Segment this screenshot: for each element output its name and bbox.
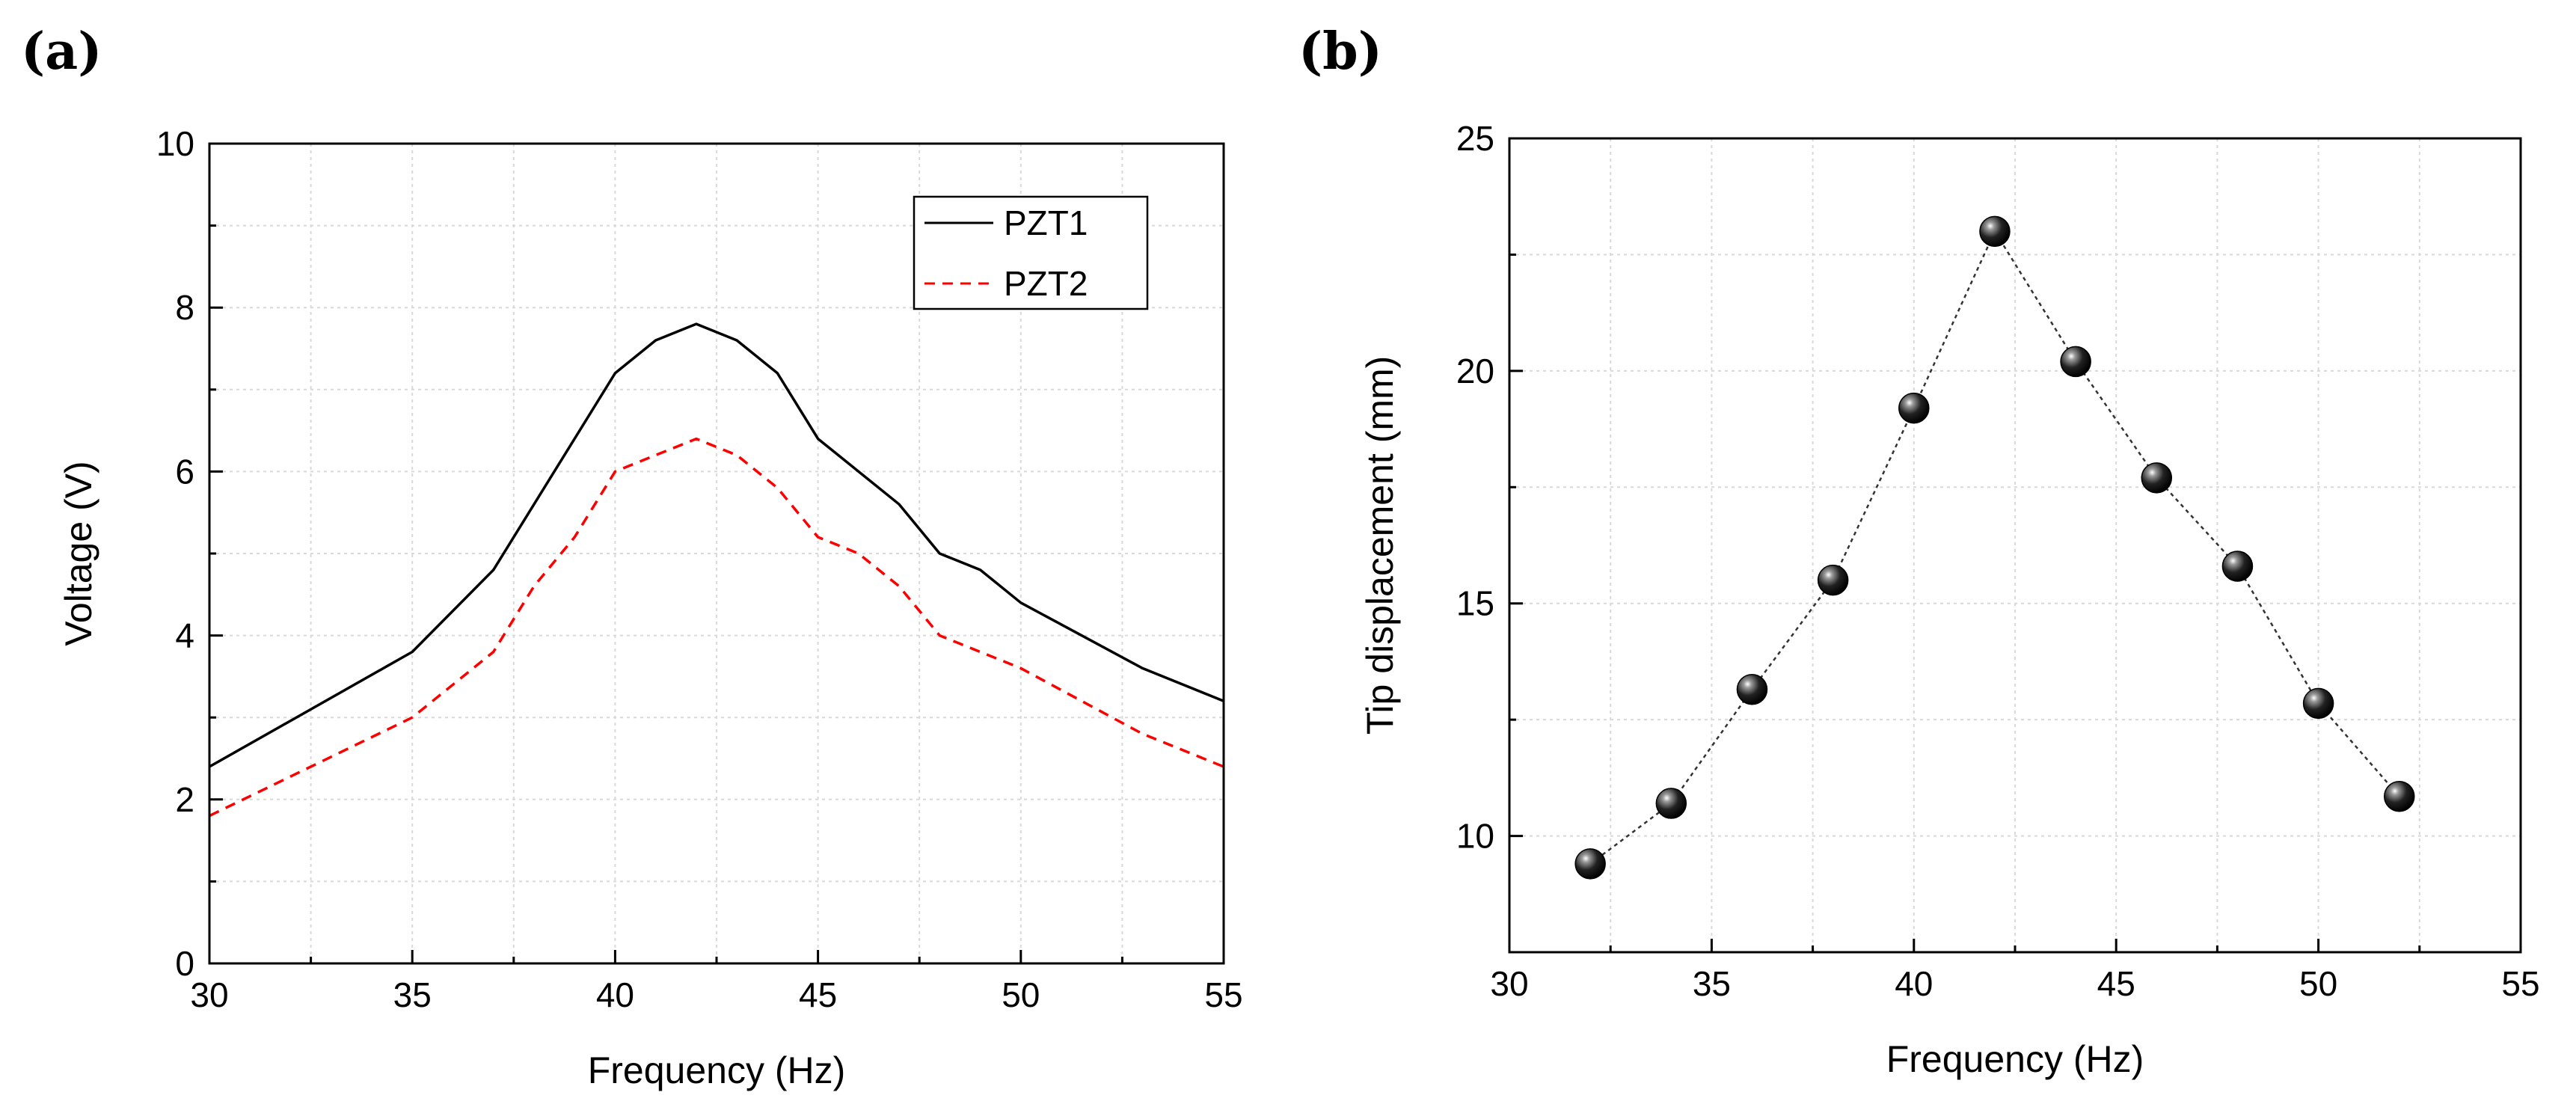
y-tick-label: 4 <box>175 616 194 655</box>
series-connector-line <box>1589 229 2400 865</box>
panel-b-y-axis-title: Tip displacement (mm) <box>1359 356 1401 735</box>
data-point <box>2221 551 2254 582</box>
data-point <box>1655 788 1687 819</box>
data-point <box>1574 848 1606 880</box>
y-tick-label: 8 <box>175 288 194 327</box>
panel-b-series-group <box>1574 215 2415 880</box>
data-point <box>2141 462 2173 494</box>
x-tick-label: 35 <box>1693 964 1731 1003</box>
data-point <box>2384 780 2415 812</box>
y-tick-label: 20 <box>1456 352 1494 390</box>
x-tick-label: 55 <box>1204 975 1242 1014</box>
panel-a-ticks: 30 35 40 45 50 55 0 2 4 6 8 10 <box>156 124 1243 1014</box>
panel-b-ticks: 30 35 40 45 50 55 10 15 20 25 <box>1456 119 2540 1003</box>
y-tick-label: 2 <box>175 780 194 819</box>
data-point <box>2302 687 2334 720</box>
x-tick-label: 35 <box>393 975 432 1014</box>
panel-a-legend: PZT1 PZT2 <box>913 195 1149 310</box>
x-tick-label: 30 <box>1490 964 1528 1003</box>
panel-a-label: (a) <box>21 22 102 82</box>
legend-label-pzt1: PZT1 <box>1004 203 1088 242</box>
x-tick-label: 40 <box>1895 964 1933 1003</box>
legend-box <box>913 195 1149 310</box>
y-tick-label: 6 <box>175 452 194 491</box>
data-point <box>1898 392 1930 424</box>
x-tick-label: 45 <box>2097 964 2135 1003</box>
panel-b-grid <box>1509 138 2521 952</box>
panel-b-label: (b) <box>1298 22 1382 82</box>
panel-a-series-group <box>209 322 1224 818</box>
panel-a-voltage-chart: (a) 30 35 40 45 50 55 0 2 4 6 8 10 PZT1 PZT2 Freque… <box>21 22 1243 1091</box>
x-tick-label: 45 <box>799 975 837 1014</box>
x-tick-label: 40 <box>596 975 634 1014</box>
series-line-pzt2 <box>209 437 1224 818</box>
x-tick-label: 55 <box>2501 964 2539 1003</box>
y-tick-label: 15 <box>1456 584 1494 623</box>
y-tick-label: 25 <box>1456 119 1494 158</box>
y-tick-label: 10 <box>156 124 194 163</box>
data-point <box>1979 215 2011 248</box>
panel-a-y-axis-title: Voltage (V) <box>58 461 99 646</box>
x-tick-label: 50 <box>2299 964 2337 1003</box>
legend-label-pzt2: PZT2 <box>1004 264 1088 303</box>
panel-b-x-axis-title: Frequency (Hz) <box>1886 1038 2144 1080</box>
x-tick-label: 50 <box>1002 975 1040 1014</box>
series-line-pzt1 <box>209 322 1224 768</box>
y-tick-label: 0 <box>175 944 194 983</box>
y-tick-label: 10 <box>1456 817 1494 856</box>
panel-a-x-axis-title: Frequency (Hz) <box>588 1049 846 1091</box>
x-tick-label: 30 <box>190 975 228 1014</box>
data-point <box>1817 564 1849 596</box>
data-point <box>2060 346 2091 378</box>
data-point <box>1736 673 1768 705</box>
